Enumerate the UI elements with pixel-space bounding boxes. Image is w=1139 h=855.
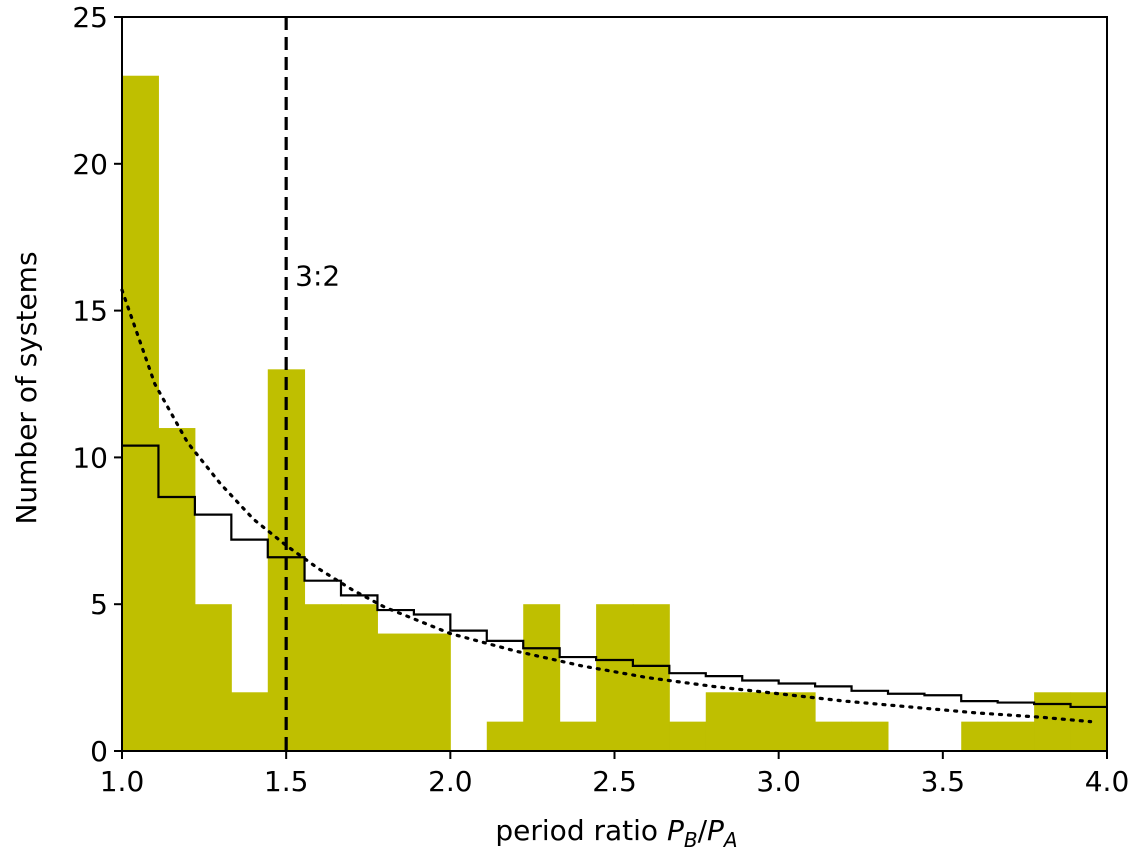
histogram-bar bbox=[815, 721, 853, 751]
x-axis-label-sub2: A bbox=[722, 828, 738, 852]
histogram-bar bbox=[194, 604, 232, 751]
x-axis-label: period ratio PB/PA bbox=[495, 814, 737, 852]
x-tick-label: 4.0 bbox=[1085, 765, 1130, 798]
histogram-bar bbox=[742, 692, 780, 751]
y-tick-label: 20 bbox=[72, 148, 108, 181]
histogram-bar bbox=[778, 692, 816, 751]
x-tick-label: 1.5 bbox=[264, 765, 309, 798]
x-tick-label: 2.5 bbox=[592, 765, 637, 798]
histogram-bar bbox=[377, 633, 415, 751]
y-tick-label: 25 bbox=[72, 1, 108, 34]
histogram-bar bbox=[231, 692, 269, 751]
model-step-line bbox=[122, 444, 1107, 709]
histogram-bar bbox=[1034, 692, 1072, 751]
x-tick-label: 1.0 bbox=[100, 765, 145, 798]
y-axis-label: Number of systems bbox=[10, 251, 43, 524]
y-tick-label: 5 bbox=[90, 588, 108, 621]
histogram-bar bbox=[523, 604, 561, 751]
histogram-bar bbox=[705, 692, 743, 751]
dotted-fit-curve bbox=[120, 288, 1093, 724]
histogram-bar bbox=[961, 721, 999, 751]
histogram-bar bbox=[851, 721, 889, 751]
x-tick-label: 2.0 bbox=[428, 765, 473, 798]
x-axis-ticks: 1.0 1.5 2.0 2.5 3.0 3.5 4.0 bbox=[100, 751, 1130, 798]
histogram-bar bbox=[340, 604, 378, 751]
histogram-bars bbox=[122, 75, 1108, 752]
x-tick-label: 3.5 bbox=[921, 765, 966, 798]
x-axis-label-slash: / bbox=[698, 814, 708, 847]
histogram-bar bbox=[596, 604, 634, 751]
y-tick-label: 15 bbox=[72, 295, 108, 328]
x-axis-label-var1: P bbox=[667, 814, 684, 847]
histogram-bar bbox=[486, 721, 524, 751]
histogram-bar bbox=[413, 633, 451, 751]
y-axis-ticks: 0 5 10 15 20 25 bbox=[72, 1, 122, 768]
histogram-bar bbox=[158, 428, 196, 751]
histogram-bar bbox=[559, 721, 597, 751]
histogram-bar bbox=[669, 721, 707, 751]
y-tick-label: 0 bbox=[90, 735, 108, 768]
resonance-3-2-label: 3:2 bbox=[295, 259, 340, 292]
x-axis-label-var2: P bbox=[707, 814, 724, 847]
histogram-bar bbox=[304, 604, 342, 751]
y-tick-label: 10 bbox=[72, 441, 108, 474]
x-axis-label-prefix: period ratio bbox=[495, 814, 667, 847]
x-tick-label: 3.0 bbox=[756, 765, 801, 798]
x-axis-label-sub1: B bbox=[684, 828, 698, 852]
histogram-bar bbox=[122, 75, 159, 752]
histogram-bar bbox=[997, 721, 1035, 751]
